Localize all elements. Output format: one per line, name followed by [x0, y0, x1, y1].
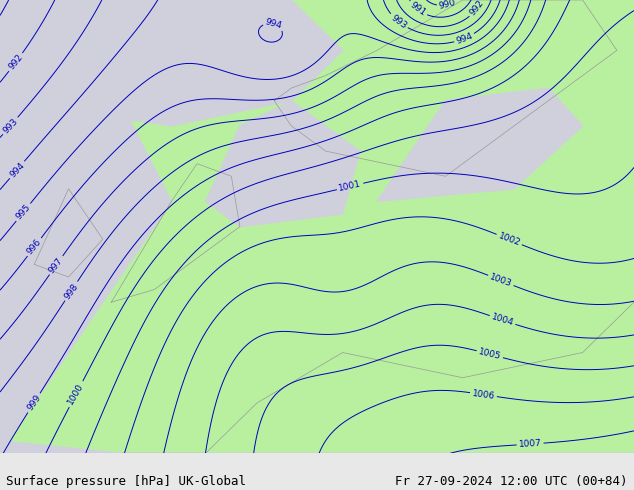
Polygon shape	[377, 88, 583, 201]
Polygon shape	[0, 0, 343, 126]
Text: 1000: 1000	[67, 382, 86, 406]
Text: Fr 27-09-2024 12:00 UTC (00+84): Fr 27-09-2024 12:00 UTC (00+84)	[395, 474, 628, 488]
Text: 995: 995	[14, 203, 32, 221]
Text: 1006: 1006	[472, 389, 495, 401]
Text: 990: 990	[438, 0, 457, 11]
Polygon shape	[0, 0, 171, 453]
Text: 994: 994	[264, 18, 283, 31]
Text: Surface pressure [hPa] UK-Global: Surface pressure [hPa] UK-Global	[6, 474, 247, 488]
Text: 992: 992	[469, 0, 486, 18]
Text: 1002: 1002	[497, 231, 522, 248]
Text: 998: 998	[63, 281, 80, 301]
Text: 999: 999	[25, 393, 42, 413]
Text: 994: 994	[8, 160, 26, 179]
Text: 996: 996	[25, 238, 43, 257]
Text: 1007: 1007	[519, 439, 542, 449]
Text: 1004: 1004	[490, 313, 515, 328]
Text: 1003: 1003	[489, 272, 513, 289]
Text: 1001: 1001	[338, 180, 362, 193]
Text: 1005: 1005	[477, 347, 502, 361]
Text: 997: 997	[48, 256, 65, 275]
Text: 993: 993	[389, 13, 408, 30]
Text: 994: 994	[455, 31, 474, 46]
Polygon shape	[0, 441, 634, 478]
Polygon shape	[205, 101, 360, 226]
Text: 991: 991	[408, 1, 427, 18]
Text: 992: 992	[7, 53, 25, 72]
Text: 993: 993	[1, 117, 20, 135]
